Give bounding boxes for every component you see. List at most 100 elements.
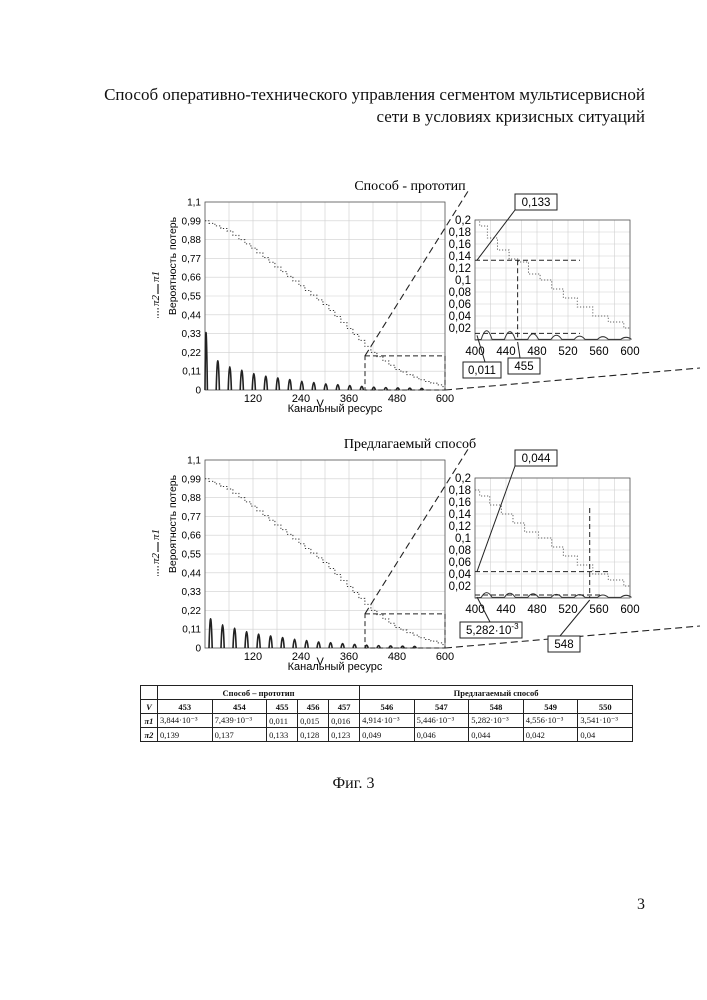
callout-455: 455 (514, 361, 533, 373)
table-pi1-cell: 4,556·10⁻³ (523, 714, 578, 728)
x-tick-label: 600 (436, 393, 454, 405)
inset-y-tick-label: 0,12 (449, 521, 471, 533)
y-tick-label: 0,44 (182, 568, 202, 579)
inset-y-tick-label: 0,14 (449, 509, 472, 521)
table-pi1-cell: 4,914·10⁻³ (360, 714, 415, 728)
document-title: Способ оперативно-технического управлени… (85, 84, 645, 128)
table-row-pi1: π1 3,844·10⁻³7,439·10⁻³0,0110,0150,0164,… (141, 714, 633, 728)
title-line-2: сети в условиях кризисных ситуаций (376, 107, 645, 126)
inset-y-tick-label: 0,04 (449, 311, 472, 323)
callout-455-leader (518, 342, 520, 358)
inset-series-pi1 (475, 331, 632, 340)
callout-0133: 0,133 (522, 197, 551, 209)
inset-y-tick-label: 0,02 (449, 581, 471, 593)
table-pi2-cell: 0,049 (360, 728, 415, 742)
y-axis-label: Вероятность потерь (167, 216, 179, 315)
title-line-1: Способ оперативно-технического управлени… (104, 85, 645, 104)
inset-y-tick-label: 0,06 (449, 299, 471, 311)
inset-y-tick-label: 0,2 (455, 215, 471, 227)
table-row-label-pi2: π2 (141, 728, 158, 742)
y-tick-label: 0,66 (182, 273, 202, 284)
table-v-cell: 456 (298, 700, 329, 714)
inset-y-tick-label: 0,08 (449, 545, 471, 557)
inset-x-tick-label: 600 (620, 346, 639, 358)
inset-x-tick-label: 440 (496, 346, 515, 358)
y-tick-label: 0,44 (182, 310, 202, 321)
inset-x-tick-label: 440 (496, 604, 515, 616)
zoom-region (365, 614, 445, 648)
y-tick-label: 0 (195, 644, 201, 655)
table-row-pi2: π2 0,1390,1370,1330,1280,1230,0490,0460,… (141, 728, 633, 742)
x-tick-label: 480 (388, 393, 406, 405)
y-tick-label: 0,99 (182, 474, 202, 485)
table-v-cell: 549 (523, 700, 578, 714)
y-tick-label: 0,88 (182, 493, 202, 504)
inset-y-tick-label: 0,1 (455, 533, 471, 545)
table-v-cell: 453 (158, 700, 213, 714)
table-pi2-cell: 0,128 (298, 728, 329, 742)
table-pi1-cell: 7,439·10⁻³ (212, 714, 267, 728)
table-row-v: V 453454455456457546547548549550 (141, 700, 633, 714)
table-pi1-cell: 0,011 (267, 714, 298, 728)
chart-title: Предлагаемый способ (344, 437, 476, 452)
callout-5282: 5,282·10-3 (466, 622, 519, 637)
results-table: Способ – прототип Предлагаемый способ V … (140, 685, 633, 742)
inset-series-pi1 (475, 593, 632, 598)
legend-pi1: π1 (150, 529, 162, 540)
y-tick-label: 0,33 (182, 587, 202, 598)
y-tick-label: 1,1 (187, 198, 201, 209)
inset-y-tick-label: 0,1 (455, 275, 471, 287)
chart-prototype: Способ - прототип00,110,220,330,440,550,… (0, 170, 707, 430)
series-pi1-peaks (209, 619, 416, 648)
table-pi2-cell: 0,139 (158, 728, 213, 742)
x-axis-label: Канальный ресурс (288, 661, 383, 673)
table-pi1-cell: 0,016 (329, 714, 360, 728)
inset-y-tick-label: 0,14 (449, 251, 472, 263)
chart-title: Способ - прототип (354, 179, 466, 194)
x-tick-label: 120 (244, 651, 262, 663)
y-tick-label: 0,99 (182, 216, 202, 227)
table-v-cell: 550 (578, 700, 633, 714)
table-pi2-cell: 0,137 (212, 728, 267, 742)
inset-y-tick-label: 0,16 (449, 239, 471, 251)
table-pi2-cell: 0,123 (329, 728, 360, 742)
inset-x-tick-label: 560 (589, 346, 608, 358)
table-v-cell: 455 (267, 700, 298, 714)
legend-pi2: π2 (150, 294, 162, 306)
table-pi2-cell: 0,042 (523, 728, 578, 742)
x-axis-label: Канальный ресурс (288, 403, 383, 415)
legend-pi2: π2 (150, 552, 162, 564)
table-pi1-cell: 3,844·10⁻³ (158, 714, 213, 728)
table-v-cell: 457 (329, 700, 360, 714)
inset-x-tick-label: 520 (558, 604, 577, 616)
table-row-label-pi1: π1 (141, 714, 158, 728)
y-tick-label: 0,11 (182, 625, 201, 636)
table-v-cell: 454 (212, 700, 267, 714)
table-pi2-cell: 0,133 (267, 728, 298, 742)
callout-0044: 0,044 (522, 453, 551, 465)
x-tick-label: 600 (436, 651, 454, 663)
inset-x-tick-label: 480 (527, 346, 546, 358)
y-axis-label: Вероятность потерь (167, 474, 179, 573)
y-tick-label: 0 (195, 386, 201, 397)
y-tick-label: 0,33 (182, 329, 202, 340)
y-tick-label: 0,55 (182, 550, 202, 561)
figure-caption: Фиг. 3 (0, 775, 707, 793)
callout-0044-leader (477, 466, 515, 572)
table-v-cell: 547 (414, 700, 469, 714)
inset-y-tick-label: 0,08 (449, 287, 471, 299)
x-tick-label: 480 (388, 651, 406, 663)
legend-pi1: π1 (150, 271, 162, 282)
inset-y-tick-label: 0,06 (449, 557, 471, 569)
table-pi2-cell: 0,044 (469, 728, 524, 742)
y-tick-label: 0,22 (182, 348, 202, 359)
series-pi1-peaks (205, 333, 423, 390)
inset-y-tick-label: 0,2 (455, 473, 471, 485)
y-tick-label: 0,77 (182, 254, 202, 265)
inset-y-tick-label: 0,18 (449, 485, 471, 497)
inset-x-tick-label: 520 (558, 346, 577, 358)
table-pi2-cell: 0,046 (414, 728, 469, 742)
y-tick-label: 0,22 (182, 606, 202, 617)
table-group-proposed: Предлагаемый способ (360, 686, 633, 700)
table-pi1-cell: 0,015 (298, 714, 329, 728)
